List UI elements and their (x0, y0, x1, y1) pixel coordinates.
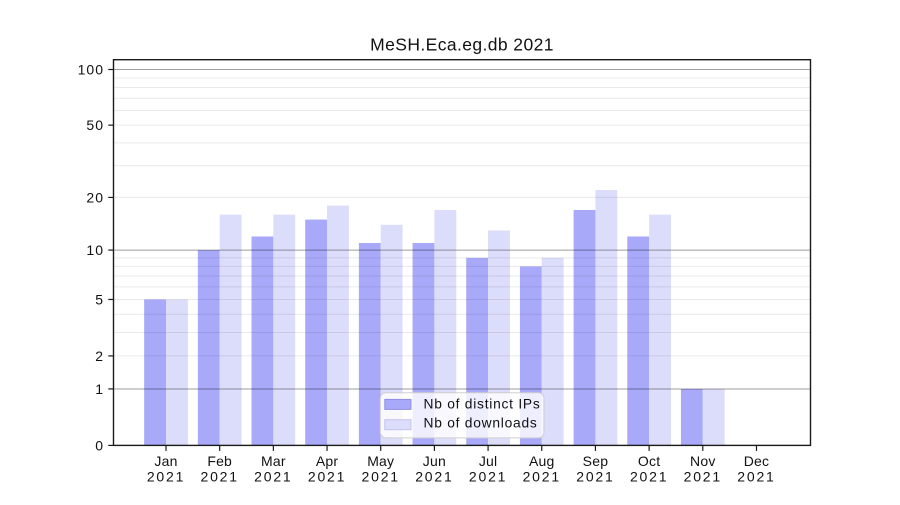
svg-text:May: May (367, 453, 394, 469)
svg-text:Nb of distinct IPs: Nb of distinct IPs (424, 396, 541, 411)
svg-text:Aug: Aug (529, 453, 555, 469)
svg-text:50: 50 (86, 117, 104, 133)
svg-text:2021: 2021 (362, 469, 400, 485)
svg-text:2021: 2021 (737, 469, 775, 485)
svg-text:2021: 2021 (630, 469, 668, 485)
svg-text:Dec: Dec (744, 453, 770, 469)
svg-text:100: 100 (78, 62, 104, 78)
svg-text:Feb: Feb (207, 453, 232, 469)
svg-text:Oct: Oct (638, 453, 660, 469)
svg-text:2021: 2021 (147, 469, 185, 485)
svg-text:2021: 2021 (308, 469, 346, 485)
svg-text:Jun: Jun (423, 453, 446, 469)
svg-text:Apr: Apr (316, 453, 339, 469)
svg-text:Sep: Sep (583, 453, 609, 469)
svg-text:1: 1 (95, 381, 104, 397)
svg-text:Jul: Jul (479, 453, 498, 469)
svg-text:Nb of downloads: Nb of downloads (424, 415, 538, 430)
svg-text:2021: 2021 (684, 469, 722, 485)
svg-text:2: 2 (95, 348, 104, 364)
svg-text:20: 20 (86, 189, 104, 205)
svg-text:2021: 2021 (576, 469, 614, 485)
svg-text:0: 0 (95, 437, 104, 453)
svg-text:10: 10 (86, 242, 104, 258)
svg-text:2021: 2021 (201, 469, 239, 485)
svg-text:MeSH.Eca.eg.db 2021: MeSH.Eca.eg.db 2021 (370, 35, 554, 55)
svg-text:2021: 2021 (254, 469, 292, 485)
svg-text:5: 5 (95, 292, 104, 308)
svg-text:Jan: Jan (154, 453, 177, 469)
svg-text:2021: 2021 (415, 469, 453, 485)
svg-text:2021: 2021 (523, 469, 561, 485)
svg-text:2021: 2021 (469, 469, 507, 485)
svg-text:Mar: Mar (261, 453, 286, 469)
svg-text:Nov: Nov (690, 453, 716, 469)
